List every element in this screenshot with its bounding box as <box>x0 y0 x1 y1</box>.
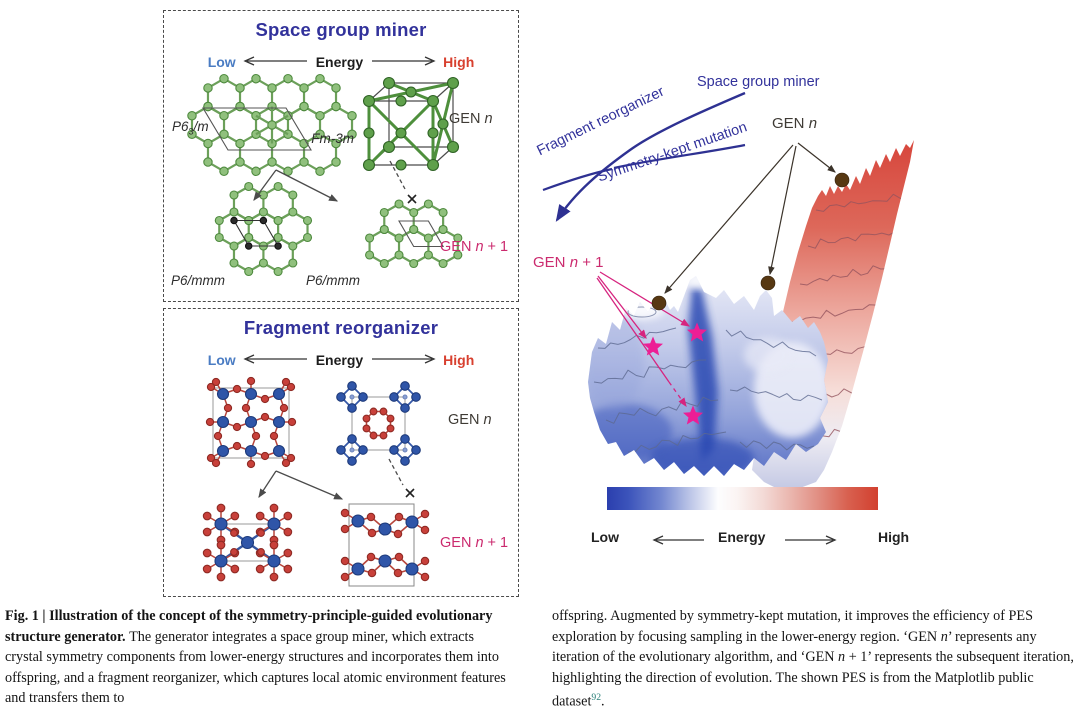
gen-n1-point <box>683 405 703 425</box>
legend-energy-label: Energy <box>315 352 364 368</box>
pes-illustration: Space group miner Fragment reorganizer S… <box>530 60 1080 560</box>
fragment-reorganizer-panel: Fragment reorganizer Low Energy High GEN… <box>163 308 519 597</box>
panel-title-space-group-miner: Space group miner <box>255 19 427 40</box>
arrow-right-icon <box>370 351 436 369</box>
energy-legend: Low Energy High <box>164 351 518 369</box>
legend-high-label: High <box>443 54 475 70</box>
arrow-right-icon <box>370 53 436 71</box>
legend-low-label: Low <box>207 54 236 70</box>
label-p6mmm-left: P6/mmm <box>171 273 225 288</box>
energy-legend: Low Energy High <box>164 53 518 71</box>
gen-n-point <box>834 172 850 188</box>
pes-surface <box>542 91 914 490</box>
legend-high-label: High <box>443 352 475 368</box>
pes-space-group-miner-label: Space group miner <box>697 74 820 90</box>
label-p63m: P63/m <box>172 119 209 137</box>
arrow-left-icon <box>652 532 706 550</box>
structure-p6mmm-right <box>365 199 463 269</box>
space-group-miner-structures <box>187 73 463 277</box>
gen-n-label: GEN n <box>449 111 493 127</box>
energy-colorbar <box>607 487 878 510</box>
caption-right-column: offspring. Augmented by symmetry-kept mu… <box>552 608 1074 711</box>
gen-n1-label: GEN n + 1 <box>440 239 509 255</box>
gen-n-label: GEN n <box>448 412 492 428</box>
structure-p63m <box>187 73 357 177</box>
label-p6mmm-right: P6/mmm <box>306 273 360 288</box>
gen-n1-label: GEN n + 1 <box>440 535 509 551</box>
legend-energy-label: Energy <box>315 54 364 70</box>
colorbar-high-label: High <box>878 529 910 545</box>
gen-n-point <box>651 295 667 311</box>
fragment-reorganizer-structures <box>202 376 430 587</box>
structure-parent-left <box>205 376 297 469</box>
arrow-right-icon <box>783 532 837 550</box>
colorbar-energy-label: Energy <box>718 529 766 545</box>
pes-gen-n1-label: GEN n + 1 <box>533 254 604 271</box>
caption-left-column: Fig. 1 | Illustration of the concept of … <box>5 608 506 707</box>
gen-n1-point <box>643 336 663 356</box>
colorbar-low-label: Low <box>591 529 619 545</box>
structure-fm3m <box>362 76 460 172</box>
structure-child-right <box>340 503 430 587</box>
space-group-miner-panel: Space group miner Low Energy High P63/m … <box>163 10 519 302</box>
panel-title-fragment-reorganizer: Fragment reorganizer <box>243 317 439 338</box>
legend-low-label: Low <box>207 352 236 368</box>
label-fm3m: Fm-3m <box>311 131 354 146</box>
structure-child-left <box>202 503 293 582</box>
structure-parent-right <box>336 381 421 466</box>
arrow-left-icon <box>243 351 309 369</box>
arrow-left-icon <box>243 53 309 71</box>
gen-n1-point <box>687 322 707 342</box>
structure-p6mmm-left <box>214 181 313 277</box>
pes-gen-n-label: GEN n <box>772 115 818 132</box>
gen-n-point <box>760 275 776 291</box>
